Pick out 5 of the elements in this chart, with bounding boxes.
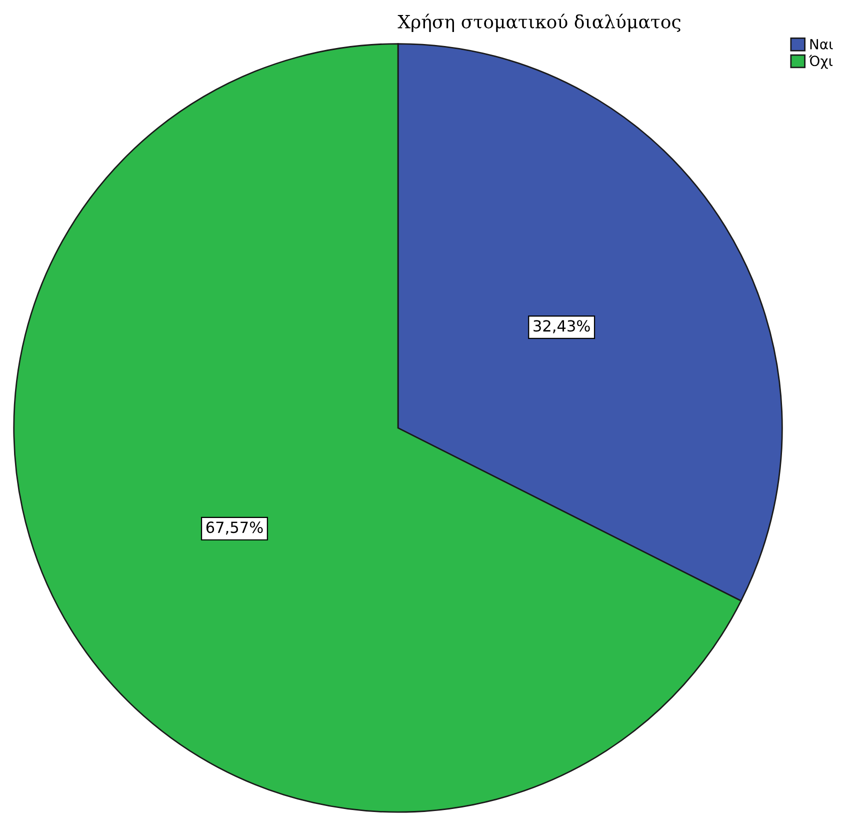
legend-label: Ναι bbox=[810, 39, 833, 50]
data-label: 32,43% bbox=[534, 320, 590, 334]
data-label: 67,57% bbox=[206, 522, 263, 535]
chart-title: Χρήση στοματικού διαλύματος bbox=[398, 14, 680, 32]
legend-label: Όχι bbox=[808, 54, 833, 69]
